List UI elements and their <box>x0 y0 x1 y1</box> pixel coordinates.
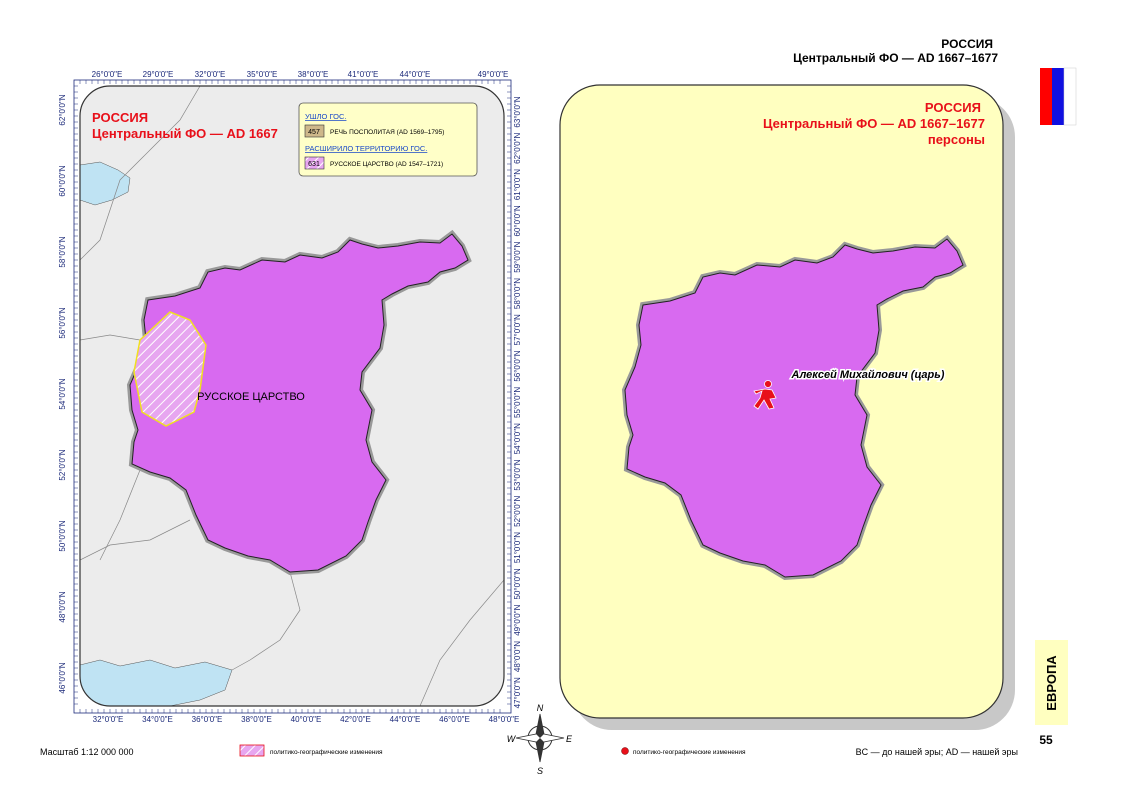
latitude-label: 60°0'0"N <box>513 205 522 236</box>
latitude-label: 57°0'0"N <box>513 314 522 345</box>
latitude-label: 48°0'0"N <box>58 591 67 622</box>
longitude-label: 40°0'0"E <box>291 715 322 724</box>
era-note: BC — до нашей эры; AD — нашей эры <box>856 747 1018 757</box>
header-country: РОССИЯ <box>941 37 993 51</box>
section-tab <box>1035 640 1068 725</box>
flag <box>1040 67 1077 126</box>
compass-s: S <box>537 766 543 776</box>
legend-heading: РАСШИРИЛО ТЕРРИТОРИЮ ГОС. <box>305 144 427 153</box>
latitude-label: 60°0'0"N <box>58 165 67 196</box>
longitude-label: 35°0'0"E <box>247 70 278 79</box>
latitude-label: 55°0'0"N <box>513 387 522 418</box>
legend-dot <box>621 747 629 755</box>
compass-w: W <box>507 734 517 744</box>
legend-item: РУССКОЕ ЦАРСТВО (AD 1547–1721) <box>330 161 443 168</box>
latitude-label: 51°0'0"N <box>513 532 522 563</box>
legend-swatch <box>239 744 265 757</box>
person-label: Алексей Михайлович (царь) <box>791 369 945 381</box>
latitude-label: 47°0'0"N <box>513 677 522 708</box>
page-number: 55 <box>1039 733 1053 747</box>
latitude-label: 58°0'0"N <box>58 236 67 267</box>
longitude-label: 44°0'0"E <box>390 715 421 724</box>
longitude-label: 32°0'0"E <box>93 715 124 724</box>
latitude-label: 59°0'0"N <box>513 241 522 272</box>
longitude-label: 49°0'0"E <box>478 70 509 79</box>
longitude-label: 26°0'0"E <box>92 70 123 79</box>
latitude-label: 54°0'0"N <box>513 423 522 454</box>
scale: Масштаб 1:12 000 000 <box>40 747 134 757</box>
footer-legend: политико-географические изменения <box>270 749 383 756</box>
map-title: РОССИЯ <box>92 110 148 125</box>
map-subtitle: Центральный ФО — AD 1667–1677 <box>763 116 985 131</box>
latitude-label: 49°0'0"N <box>513 604 522 635</box>
longitude-label: 44°0'0"E <box>400 70 431 79</box>
legend-code: 631 <box>308 161 320 168</box>
latitude-label: 50°0'0"N <box>58 520 67 551</box>
latitude-label: 56°0'0"N <box>58 307 67 338</box>
map-subtitle: Центральный ФО — AD 1667 <box>92 126 278 141</box>
longitude-label: 32°0'0"E <box>195 70 226 79</box>
latitude-label: 63°0'0"N <box>513 96 522 127</box>
map-border <box>79 85 505 707</box>
right-map: РОССИЯ Центральный ФО — AD 1667–1677 пер… <box>559 84 1015 730</box>
footer-legend: политико-географические изменения <box>633 749 746 756</box>
latitude-label: 56°0'0"N <box>513 350 522 381</box>
latitude-label: 62°0'0"N <box>513 133 522 164</box>
latitude-label: 58°0'0"N <box>513 278 522 309</box>
longitude-label: 42°0'0"E <box>340 715 371 724</box>
latitude-label: 54°0'0"N <box>58 378 67 409</box>
latitude-label: 53°0'0"N <box>513 459 522 490</box>
section-label: ЕВРОПА <box>1044 655 1059 711</box>
latitude-label: 52°0'0"N <box>58 449 67 480</box>
longitude-label: 34°0'0"E <box>142 715 173 724</box>
compass-n: N <box>537 703 544 713</box>
compass-e: E <box>566 734 573 744</box>
gulf-of-finland <box>80 161 131 206</box>
map-title: РОССИЯ <box>925 100 981 115</box>
latitude-label: 61°0'0"N <box>513 169 522 200</box>
left-map: РОССИЯ Центральный ФО — AD 1667 РУССКОЕ … <box>58 70 522 724</box>
longitude-label: 38°0'0"E <box>241 715 272 724</box>
borders <box>80 86 504 706</box>
latitude-label: 62°0'0"N <box>58 94 67 125</box>
latitude-label: 52°0'0"N <box>513 496 522 527</box>
legend-code: 457 <box>308 129 320 136</box>
longitude-label: 36°0'0"E <box>192 715 223 724</box>
legend-heading: УШЛО ГОС. <box>305 112 346 121</box>
latitude-label: 46°0'0"N <box>58 662 67 693</box>
map-theme: персоны <box>928 132 985 147</box>
black-sea <box>80 659 233 706</box>
latitude-label: 48°0'0"N <box>513 641 522 672</box>
changed-area <box>133 311 207 427</box>
latitude-label: 50°0'0"N <box>513 568 522 599</box>
legend-item: РЕЧЬ ПОСПОЛИТАЯ (AD 1569–1795) <box>330 129 444 136</box>
longitude-label: 46°0'0"E <box>439 715 470 724</box>
longitude-label: 29°0'0"E <box>143 70 174 79</box>
legend: УШЛО ГОС. 457 РЕЧЬ ПОСПОЛИТАЯ (AD 1569–1… <box>298 102 478 177</box>
compass-rose: N E S W <box>507 703 573 776</box>
longitude-label: 48°0'0"E <box>489 715 520 724</box>
longitude-label: 41°0'0"E <box>348 70 379 79</box>
person-icon <box>753 380 777 410</box>
header-subtitle: Центральный ФО — AD 1667–1677 <box>793 51 998 65</box>
longitude-label: 38°0'0"E <box>298 70 329 79</box>
region-label: РУССКОЕ ЦАРСТВО <box>197 391 305 403</box>
